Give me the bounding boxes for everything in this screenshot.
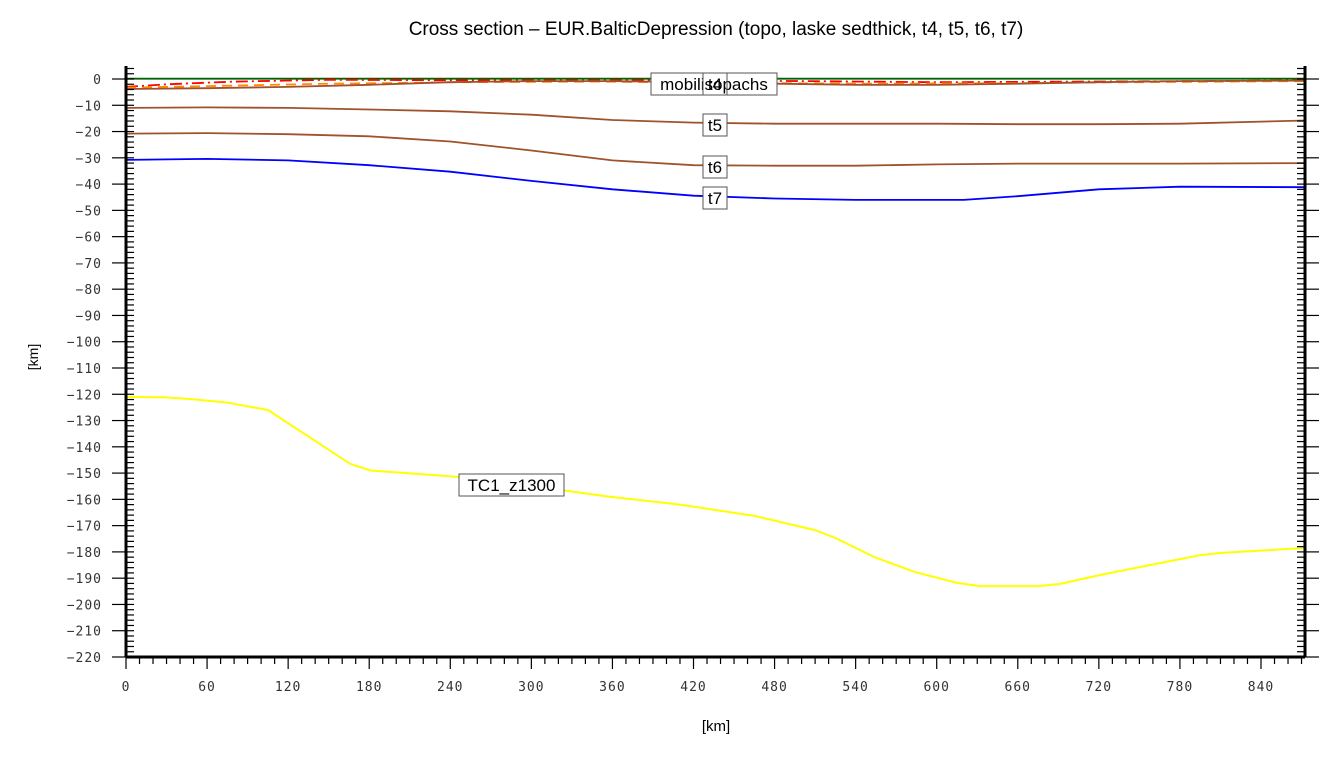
y-tick-label: −60 <box>76 231 102 246</box>
y-tick-label: −70 <box>76 257 102 272</box>
x-tick-label: 480 <box>761 680 787 695</box>
svg-text:t4: t4 <box>708 75 722 94</box>
x-tick-label: 660 <box>1005 680 1031 695</box>
x-tick-label: 240 <box>437 680 463 695</box>
inline-label: t6 <box>702 155 728 179</box>
y-tick-label: −140 <box>67 441 102 456</box>
x-tick-label: 600 <box>923 680 949 695</box>
y-tick-label: −80 <box>76 283 102 298</box>
x-tick-label: 300 <box>518 680 544 695</box>
series-t6 <box>125 132 1306 167</box>
series-tc1-z1300 <box>125 395 1305 588</box>
y-tick-label: −30 <box>76 152 102 167</box>
inline-label: t4 <box>702 72 728 96</box>
y-tick-label: −200 <box>67 598 102 613</box>
inline-label: t7 <box>702 186 728 210</box>
axes: 0 −10 −20 −30 −40 −50 −60 −70 −80 −90 −100 −110 −120… <box>67 66 1319 695</box>
y-tick-label: −110 <box>67 362 102 377</box>
y-tick-label: −50 <box>76 204 102 219</box>
y-tick-label: −220 <box>67 651 102 666</box>
x-tick-label: 120 <box>275 680 301 695</box>
y-tick-label: −190 <box>67 572 102 587</box>
x-tick-label: 420 <box>680 680 706 695</box>
series-t5 <box>125 106 1306 126</box>
series-t7 <box>125 157 1306 201</box>
y-tick-label: 0 <box>93 73 102 88</box>
y-tick-label: −170 <box>67 520 102 535</box>
chart-title: Cross section – EUR.BalticDepression (to… <box>408 19 1024 40</box>
y-tick-label: −160 <box>67 493 102 508</box>
svg-text:t6: t6 <box>708 158 722 177</box>
y-tick-label: −90 <box>76 309 102 324</box>
y-tick-label: −40 <box>76 178 102 193</box>
inline-label: mobilisopachs <box>650 72 778 96</box>
inline-label: t5 <box>702 113 728 137</box>
x-tick-label: 360 <box>599 680 625 695</box>
svg-text:t7: t7 <box>708 189 722 208</box>
svg-text:TC1_z1300: TC1_z1300 <box>468 476 556 495</box>
y-tick-label: −10 <box>76 99 102 114</box>
y-tick-label: −180 <box>67 546 102 561</box>
x-tick-label: 720 <box>1086 680 1112 695</box>
inline-label: TC1_z1300 <box>458 473 565 497</box>
svg-text:mobilisopachs: mobilisopachs <box>660 75 768 94</box>
x-tick-label: 180 <box>356 680 382 695</box>
y-tick-label: −120 <box>67 388 102 403</box>
x-axis-label: [km] <box>701 718 731 735</box>
series-layer <box>125 77 1306 588</box>
x-tick-label: 840 <box>1248 680 1274 695</box>
x-tick-label: 540 <box>842 680 868 695</box>
y-tick-label: −100 <box>67 336 102 351</box>
y-tick-label: −20 <box>76 126 102 141</box>
svg-text:t5: t5 <box>708 116 722 135</box>
x-tick-label: 60 <box>198 680 216 695</box>
y-tick-label: −210 <box>67 625 102 640</box>
y-tick-label: −130 <box>67 415 102 430</box>
x-tick-label: 0 <box>122 680 131 695</box>
x-tick-label: 780 <box>1167 680 1193 695</box>
y-tick-label: −150 <box>67 467 102 482</box>
